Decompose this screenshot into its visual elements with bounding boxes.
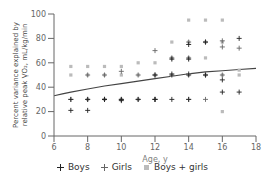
html-text:Boys: Boys bbox=[67, 162, 90, 172]
svg-text:6: 6 bbox=[51, 143, 56, 152]
html-text:Boys + girls: Boys + girls bbox=[154, 162, 209, 172]
svg-text:16: 16 bbox=[217, 143, 227, 152]
svg-text:60: 60 bbox=[36, 59, 46, 68]
svg-text:40: 40 bbox=[36, 83, 46, 92]
svg-text:10: 10 bbox=[116, 143, 126, 152]
svg-text:18: 18 bbox=[251, 143, 261, 152]
svg-text:14: 14 bbox=[184, 143, 194, 152]
svg-text:100: 100 bbox=[31, 10, 46, 19]
html-text:Girls: Girls bbox=[111, 162, 132, 172]
svg-text:12: 12 bbox=[150, 143, 160, 152]
svg-text:8: 8 bbox=[85, 143, 90, 152]
svg-text:Age, y: Age, y bbox=[142, 155, 168, 164]
svg-text:relative peak ṾO₂, mL/kg/min: relative peak ṾO₂, mL/kg/min bbox=[21, 24, 29, 127]
svg-text:20: 20 bbox=[36, 107, 46, 116]
svg-text:Percent variance explained by: Percent variance explained by bbox=[12, 22, 20, 128]
svg-text:80: 80 bbox=[36, 34, 46, 43]
svg-text:0: 0 bbox=[41, 132, 46, 141]
